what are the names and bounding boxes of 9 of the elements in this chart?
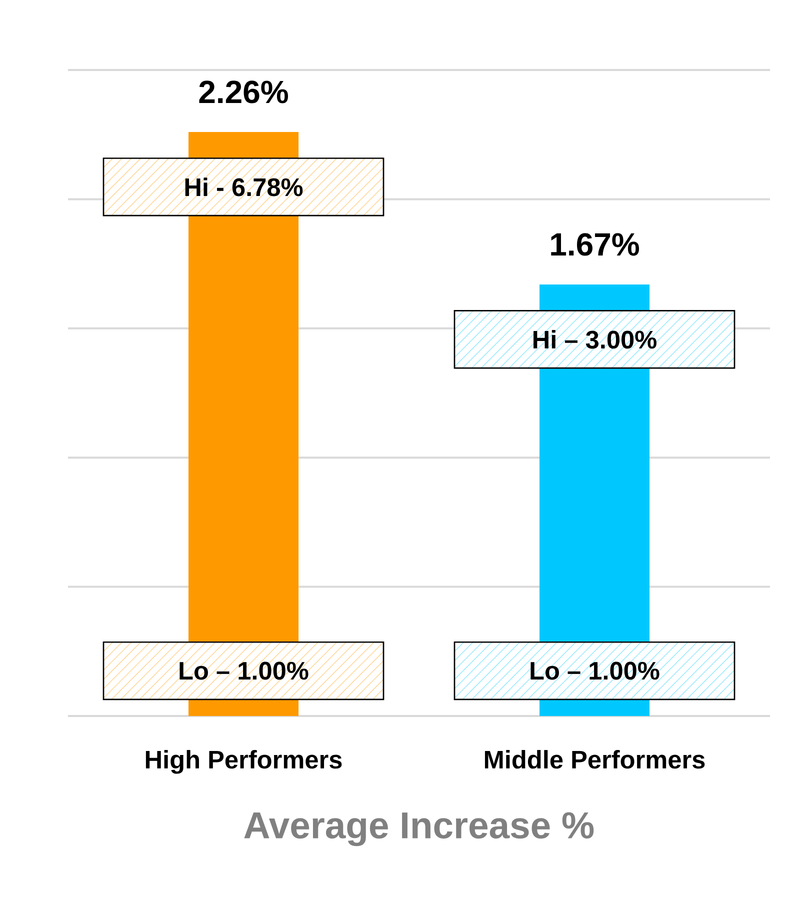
annotation: Hi – 3.00% (534, 330, 656, 349)
annotation: Hi - 6.78% (185, 178, 303, 196)
x-tick-label: Middle Performers (484, 750, 705, 769)
x-tick-label: High Performers (146, 750, 342, 774)
annotation: Lo – 1.00% (180, 662, 308, 680)
data-label: 2.26% (199, 80, 288, 104)
x-axis-title: Average Increase % (244, 812, 594, 846)
annotation: Lo – 1.00% (530, 662, 660, 680)
data-label: 1.67% (551, 233, 640, 256)
